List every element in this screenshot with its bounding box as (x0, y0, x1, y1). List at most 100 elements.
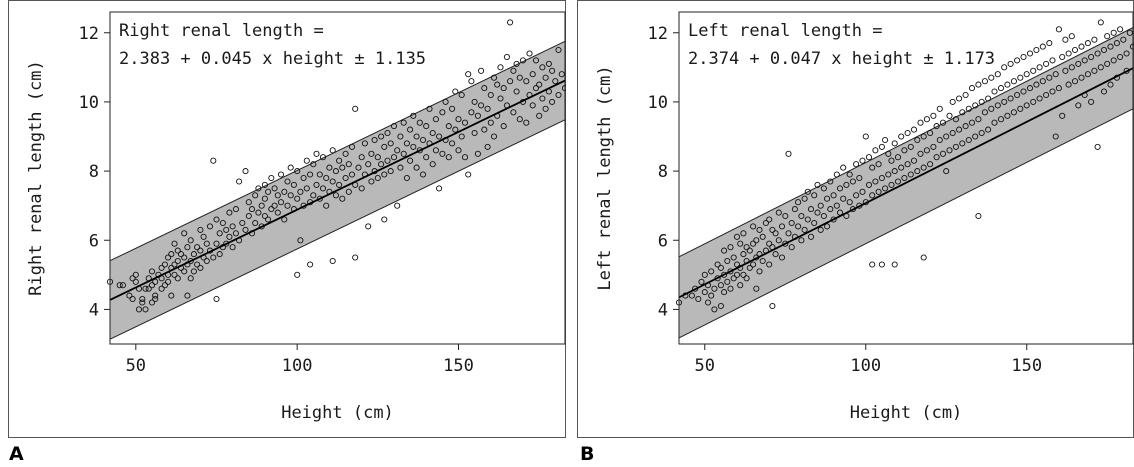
data-point (1107, 43, 1114, 50)
data-point (1026, 50, 1034, 57)
data-point (1039, 43, 1046, 50)
data-point (194, 244, 201, 251)
data-point (997, 85, 1005, 92)
data-point (161, 261, 168, 268)
data-point (1020, 53, 1027, 61)
data-point (927, 161, 934, 168)
data-point (494, 81, 501, 88)
data-point (271, 185, 278, 192)
data-point (439, 109, 446, 116)
data-point (688, 292, 695, 299)
data-point (397, 164, 404, 171)
data-point (727, 268, 734, 275)
data-point (904, 129, 911, 137)
data-point (959, 109, 966, 116)
data-point (323, 202, 330, 209)
data-point (772, 251, 779, 258)
data-point (872, 178, 879, 185)
data-point (817, 202, 824, 209)
data-point (387, 168, 394, 175)
y-tick-label: 6 (89, 231, 99, 251)
data-point (1104, 60, 1111, 67)
data-point (885, 150, 892, 157)
data-point (449, 140, 456, 147)
data-point (226, 209, 233, 216)
data-point (827, 206, 834, 213)
data-point (400, 119, 407, 126)
data-point (811, 219, 818, 227)
data-point (975, 212, 982, 220)
data-point (471, 98, 478, 105)
data-point (277, 199, 285, 206)
data-point (165, 254, 172, 261)
data-point (930, 143, 937, 150)
data-point (727, 285, 734, 292)
data-point (355, 164, 362, 171)
data-point (148, 268, 156, 275)
data-point (174, 247, 181, 254)
data-point (872, 147, 879, 154)
x-tick-label: 50 (126, 356, 146, 376)
data-point (1091, 67, 1098, 74)
data-point (174, 275, 181, 282)
data-point (210, 254, 217, 261)
data-point (197, 226, 204, 233)
data-point (297, 237, 304, 244)
data-point (801, 195, 808, 202)
data-point (775, 209, 782, 216)
data-point (371, 136, 378, 144)
data-point (252, 192, 259, 199)
data-point (265, 188, 272, 195)
data-point (733, 233, 741, 240)
data-point (142, 285, 149, 292)
data-point (216, 251, 223, 258)
data-point (558, 71, 565, 78)
data-point (313, 150, 320, 157)
data-point (148, 282, 156, 289)
data-point (1007, 95, 1014, 102)
panel-label-b: B (580, 443, 595, 465)
data-point (326, 164, 333, 171)
data-point (1062, 67, 1069, 74)
data-point (116, 282, 123, 289)
equation-box (680, 13, 980, 73)
data-point (1017, 74, 1024, 81)
data-point (507, 19, 514, 26)
data-point (882, 136, 889, 144)
panel-label-a: A (9, 443, 24, 465)
data-point (181, 268, 188, 275)
data-point (788, 219, 795, 227)
data-point (894, 154, 902, 161)
plot-area-border (109, 11, 566, 345)
data-point (917, 150, 924, 157)
data-point (1020, 88, 1027, 95)
data-point (1014, 91, 1021, 99)
data-point (368, 150, 375, 157)
data-point (407, 157, 414, 164)
data-point (374, 154, 381, 161)
data-point (449, 105, 456, 112)
data-point (413, 133, 420, 140)
data-point (791, 206, 798, 213)
data-point (1055, 85, 1062, 92)
data-point (943, 133, 950, 140)
data-point (219, 219, 226, 227)
data-point (429, 161, 436, 168)
y-tick-label: 8 (658, 162, 668, 182)
data-point (281, 188, 288, 195)
data-point (452, 88, 459, 95)
data-point (1033, 81, 1040, 88)
data-point (746, 264, 753, 271)
data-point (975, 116, 982, 123)
equation-box (111, 13, 411, 73)
data-point (1046, 74, 1053, 81)
data-point (1043, 60, 1050, 67)
data-point (878, 261, 885, 268)
data-point (843, 181, 850, 188)
data-point (519, 57, 527, 64)
data-point (920, 254, 927, 261)
data-point (161, 282, 168, 289)
data-point (432, 147, 439, 154)
data-point (717, 264, 724, 271)
data-point (539, 64, 546, 71)
